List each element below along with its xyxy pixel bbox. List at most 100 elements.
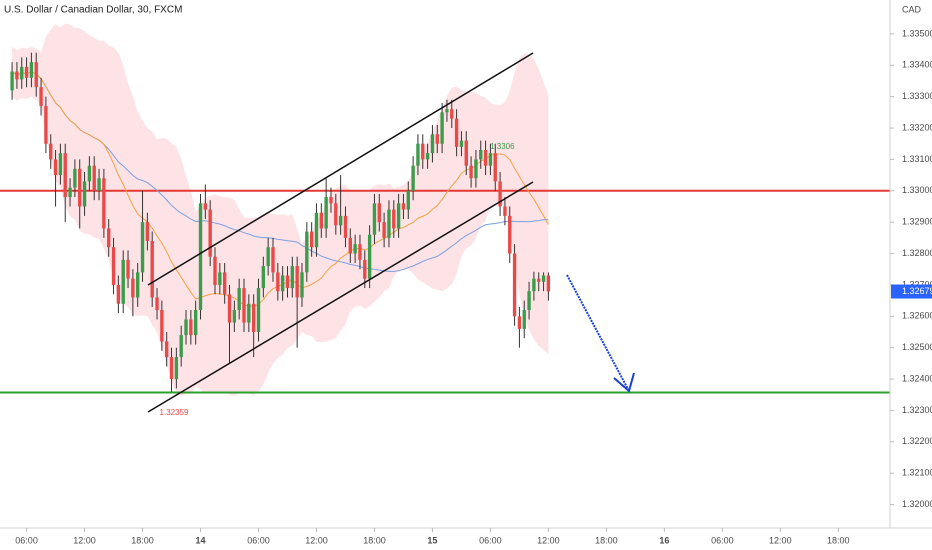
y-tick-label: 1.33000 xyxy=(902,185,932,195)
candle-body xyxy=(454,118,459,147)
candle-body xyxy=(508,215,512,254)
candle-body xyxy=(421,143,425,160)
candle-body xyxy=(82,181,87,207)
candle-body xyxy=(300,272,304,298)
candle-body xyxy=(15,71,19,80)
candle-body xyxy=(479,149,483,160)
candle-body xyxy=(435,134,439,144)
candle-body xyxy=(285,275,290,289)
candle-body xyxy=(218,272,222,285)
y-tick-label: 1.32400 xyxy=(902,373,932,383)
candle-body xyxy=(266,247,270,267)
candle-body xyxy=(401,203,406,210)
candle-body xyxy=(160,310,164,342)
candle-body xyxy=(184,319,188,336)
candle-body xyxy=(227,294,232,323)
candle-body xyxy=(24,66,29,78)
candle-body xyxy=(367,234,372,279)
candle-body xyxy=(425,153,430,160)
x-tick-label: 18:00 xyxy=(363,535,386,545)
chart-title: U.S. Dollar / Canadian Dollar, 30, FXCM xyxy=(4,5,182,16)
candle-body xyxy=(145,222,150,241)
x-tick-label: 12:00 xyxy=(73,535,96,545)
candle-body xyxy=(329,197,333,204)
y-tick-label: 1.33200 xyxy=(902,122,932,132)
candle-body xyxy=(247,303,251,323)
candle-body xyxy=(493,153,497,182)
plot xyxy=(0,23,890,397)
candle-body xyxy=(29,62,34,78)
candle-body xyxy=(107,228,111,248)
candle-body xyxy=(363,259,367,279)
candle-body xyxy=(97,178,101,191)
moving-average-basis xyxy=(11,70,549,308)
candle-body xyxy=(319,212,323,229)
candle-body xyxy=(68,187,72,198)
candle-body xyxy=(58,153,63,176)
candle-body xyxy=(411,165,415,191)
x-tick-label: 12:00 xyxy=(305,535,328,545)
candle-body xyxy=(131,278,135,298)
candle-body xyxy=(353,244,357,254)
candle-body xyxy=(256,288,261,332)
candle-body xyxy=(522,310,526,329)
candle-body xyxy=(416,143,420,166)
candle-body xyxy=(121,259,125,304)
x-tick-label: 15 xyxy=(427,535,437,545)
candle-body xyxy=(387,209,391,238)
x-tick-label: 12:00 xyxy=(537,535,560,545)
last-price-tag xyxy=(891,284,932,299)
candle-body xyxy=(338,215,343,226)
candle-body xyxy=(512,253,517,317)
y-tick-label: 1.32200 xyxy=(902,436,932,446)
candle-body xyxy=(232,310,237,323)
x-tick-label: 06:00 xyxy=(479,535,502,545)
candle-body xyxy=(271,247,275,273)
candle-body xyxy=(165,341,169,358)
candle-body xyxy=(488,153,493,166)
candle-body xyxy=(251,303,256,332)
candle-body xyxy=(532,278,536,292)
candle-body xyxy=(546,275,551,292)
high-label: 1.3306 xyxy=(490,142,515,151)
candle-body xyxy=(174,357,179,380)
candle-body xyxy=(382,222,386,238)
y-tick-label: 1.33400 xyxy=(902,60,932,70)
x-tick-label: 18:00 xyxy=(595,535,618,545)
candle-body xyxy=(222,272,227,295)
candle-body xyxy=(203,203,208,210)
candle-body xyxy=(392,209,396,229)
candle-body xyxy=(208,209,212,257)
y-axis-unit: CAD xyxy=(902,4,922,14)
candle-body xyxy=(140,222,145,273)
candle-body xyxy=(126,259,130,279)
candle-body xyxy=(111,247,116,285)
candle-body xyxy=(469,165,473,179)
y-tick-label: 1.32800 xyxy=(902,248,932,258)
candle-body xyxy=(406,190,410,210)
candle-body xyxy=(445,109,449,113)
candle-body xyxy=(189,319,193,336)
candle-body xyxy=(87,165,92,182)
y-tick-label: 1.32300 xyxy=(902,405,932,415)
candle-body xyxy=(102,178,106,229)
candle-body xyxy=(358,244,362,260)
candle-body xyxy=(63,153,67,198)
candle-body xyxy=(343,215,348,238)
candle-body xyxy=(78,168,82,207)
candle-body xyxy=(498,181,502,207)
candle-body xyxy=(261,266,266,289)
y-tick-label: 1.32900 xyxy=(902,217,932,227)
candle-body xyxy=(314,212,319,248)
x-tick-label: 18:00 xyxy=(131,535,154,545)
channel-lower xyxy=(147,181,534,413)
candle-body xyxy=(213,256,217,285)
x-tick-label: 18:00 xyxy=(827,535,850,545)
candle-body xyxy=(309,231,314,248)
last-price-label: 1.32679 xyxy=(902,286,932,296)
x-tick-label: 12:00 xyxy=(769,535,792,545)
candle-body xyxy=(324,197,328,229)
candle-body xyxy=(377,203,381,223)
candle-body xyxy=(537,278,541,282)
candle-body xyxy=(517,316,522,329)
